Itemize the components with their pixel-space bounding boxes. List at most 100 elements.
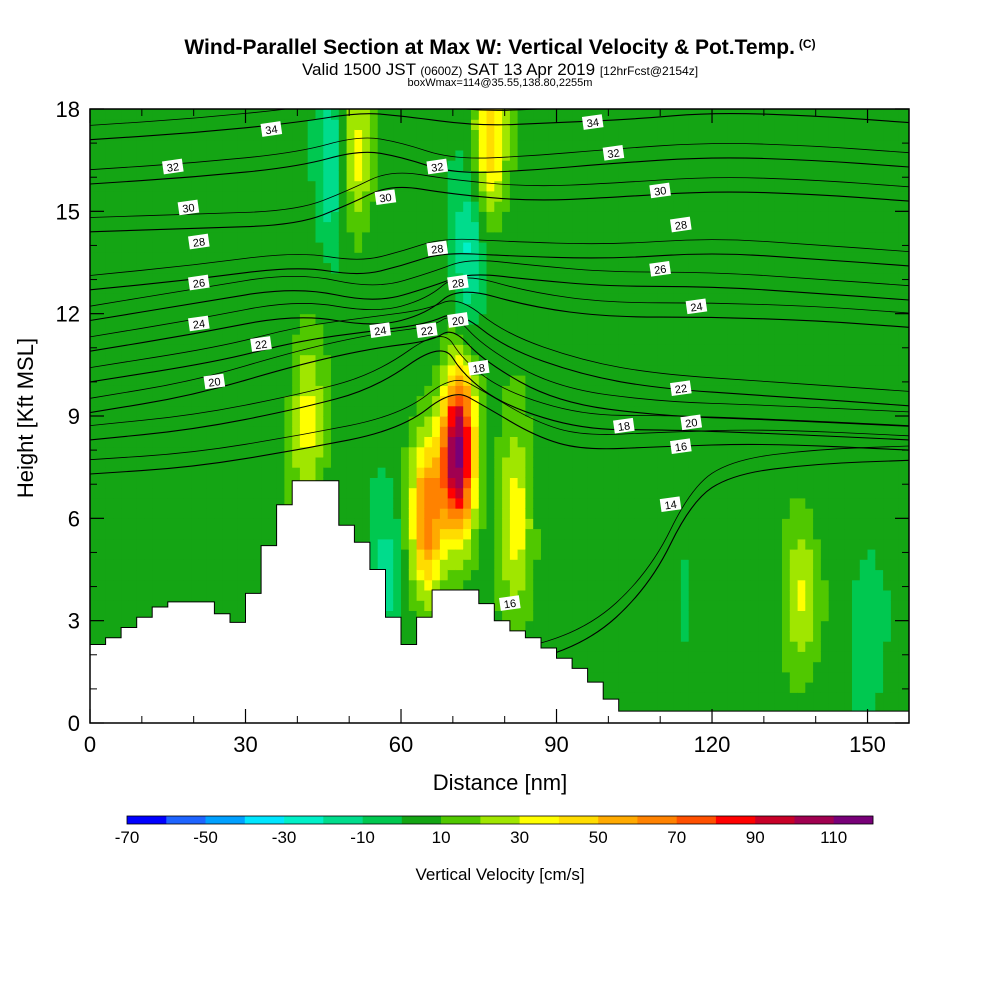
heat-cell — [719, 651, 729, 663]
heat-cell — [634, 569, 643, 581]
heat-cell — [673, 559, 682, 571]
heat-cell — [556, 538, 565, 550]
heat-cell — [385, 600, 394, 611]
heat-cell — [128, 221, 138, 233]
heat-cell — [610, 139, 620, 151]
heat-cell — [587, 456, 596, 468]
heat-cell — [128, 231, 138, 243]
heat-cell — [471, 436, 480, 448]
heat-cell — [292, 313, 301, 325]
heat-cell — [712, 508, 721, 519]
heat-cell — [447, 119, 457, 130]
heat-cell — [191, 518, 200, 530]
heat-cell — [525, 262, 534, 274]
heat-cell — [556, 497, 565, 509]
heat-cell — [206, 180, 215, 192]
heat-cell — [727, 549, 736, 560]
heat-cell — [198, 211, 208, 223]
heat-cell — [447, 201, 457, 212]
heat-cell — [284, 446, 293, 458]
heat-cell — [323, 375, 332, 386]
heat-cell — [222, 456, 231, 468]
heat-cell — [323, 323, 332, 335]
heat-cell — [712, 528, 721, 540]
heat-cell — [214, 395, 223, 407]
heat-cell — [222, 600, 231, 611]
heat-cell — [237, 487, 247, 499]
heat-cell — [478, 262, 488, 274]
heat-cell — [432, 221, 441, 233]
heat-cell — [673, 170, 682, 182]
heat-cell — [292, 180, 301, 192]
heat-cell — [323, 446, 332, 458]
heat-cell — [509, 436, 519, 448]
heat-cell — [113, 446, 122, 458]
heat-cell — [610, 231, 620, 243]
heat-cell — [680, 231, 690, 243]
heat-cell — [315, 109, 324, 120]
heat-cell — [245, 262, 254, 274]
heat-cell — [649, 354, 659, 366]
heat-cell — [214, 579, 223, 591]
heat-cell — [525, 446, 534, 458]
heat-cell — [626, 467, 635, 478]
heat-cell — [509, 487, 519, 499]
heat-cell — [206, 323, 215, 335]
heat-cell — [113, 549, 122, 560]
heat-cell — [478, 231, 488, 243]
heat-cell — [369, 487, 379, 499]
heat-cell — [230, 497, 239, 509]
heat-cell — [486, 508, 495, 519]
heat-cell — [680, 211, 690, 223]
heat-cell — [572, 119, 581, 130]
heat-cell — [509, 242, 519, 253]
heat-cell — [642, 119, 651, 130]
heat-cell — [486, 201, 495, 212]
heat-cell — [354, 487, 363, 499]
heat-cell — [424, 487, 433, 499]
heat-cell — [393, 364, 402, 376]
heat-cell — [237, 590, 247, 601]
heat-cell — [610, 692, 620, 704]
heat-cell — [579, 569, 589, 581]
heat-cell — [541, 436, 550, 448]
heat-cell — [486, 385, 495, 397]
heat-cell — [533, 569, 542, 581]
heat-cell — [533, 528, 542, 540]
heat-cell — [642, 528, 651, 540]
heat-cell — [502, 375, 511, 386]
heat-cell — [595, 508, 604, 519]
heat-cell — [253, 252, 262, 264]
heat-cell — [564, 538, 573, 550]
heat-cell — [673, 272, 682, 284]
heat-cell — [439, 416, 449, 427]
heat-cell — [230, 579, 239, 591]
heat-cell — [634, 405, 643, 417]
heat-cell — [719, 211, 729, 223]
heat-cell — [712, 170, 721, 182]
heat-cell — [323, 190, 332, 202]
heat-cell — [494, 242, 503, 253]
heat-cell — [152, 283, 161, 294]
heat-cell — [649, 221, 659, 233]
heat-cell — [113, 436, 122, 448]
heat-cell — [90, 497, 99, 509]
heat-cell — [704, 139, 713, 151]
heat-cell — [416, 467, 425, 478]
heat-cell — [572, 190, 581, 202]
heat-cell — [128, 190, 138, 202]
heat-cell — [626, 139, 635, 151]
heat-cell — [439, 385, 449, 397]
heat-cell — [222, 262, 231, 274]
heat-cell — [680, 190, 690, 202]
heat-cell — [230, 272, 239, 284]
heat-cell — [548, 620, 558, 632]
heat-cell — [556, 364, 565, 376]
heat-cell — [634, 416, 643, 427]
heat-cell — [673, 211, 682, 223]
heat-cell — [401, 436, 410, 448]
heat-cell — [587, 671, 596, 683]
heat-cell — [408, 487, 418, 499]
heat-cell — [509, 528, 519, 540]
heat-cell — [121, 559, 130, 571]
